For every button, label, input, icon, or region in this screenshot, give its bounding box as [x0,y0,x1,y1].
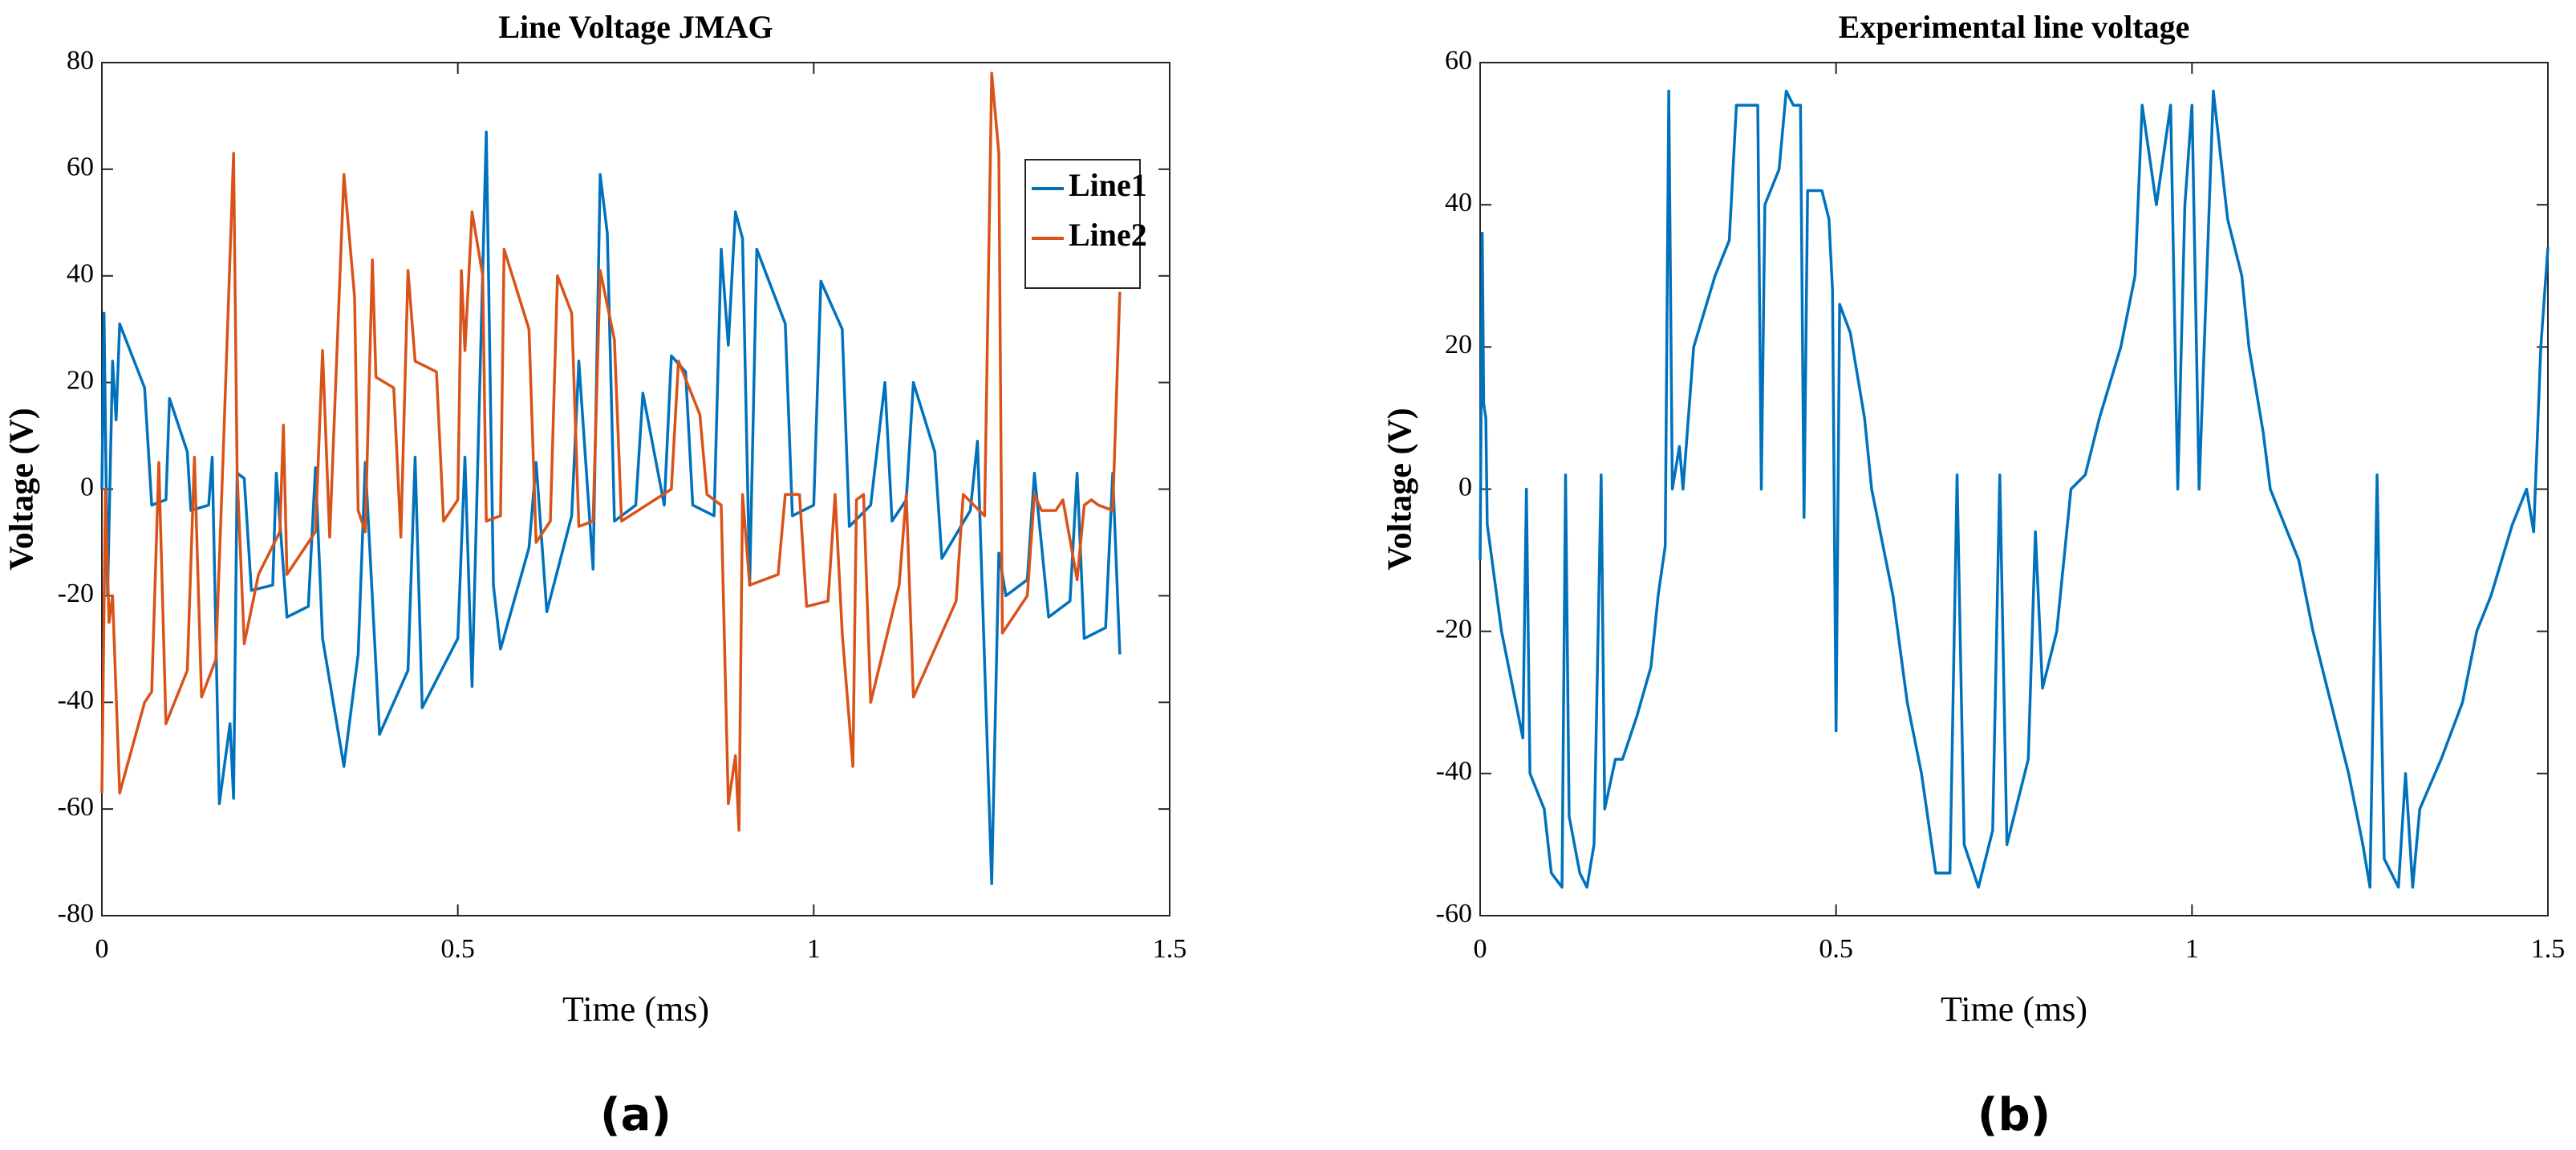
y-tick-label: 80 [67,46,94,75]
caption: (b) [1978,1089,2051,1141]
x-tick-label: 1.5 [1153,934,1187,964]
legend [1024,159,1141,289]
y-tick-label: 60 [67,152,94,182]
y-tick-label: 0 [80,472,94,502]
y-tick-label: -40 [1436,757,1472,786]
x-tick-label: 1 [807,934,821,964]
x-tick-label: 0.5 [1819,934,1853,964]
y-tick-label: 20 [67,365,94,395]
x-tick-label: 0 [1474,934,1487,964]
caption: (a) [600,1089,671,1141]
y-tick-label: -20 [58,579,94,608]
y-tick-label: 40 [67,259,94,289]
series-line [1479,89,2550,889]
legend-label: Line2 [1069,217,1147,253]
y-axis-label: Voltage (V) [1382,408,1419,571]
y-tick-label: 20 [1445,330,1472,360]
y-tick-label: 60 [1445,46,1472,75]
chart-title: Experimental line voltage [1839,9,2190,45]
series-line [100,71,1122,832]
series-line [100,130,1122,885]
plot-area [1479,62,2549,916]
x-tick-label: 0 [95,934,109,964]
x-tick-label: 1 [2185,934,2199,964]
y-tick-label: -80 [58,899,94,929]
x-tick-label: 0.5 [440,934,475,964]
chart-title: Line Voltage JMAG [498,9,773,45]
x-axis-label: Time (ms) [1941,989,2087,1029]
y-tick-label: -40 [58,685,94,715]
y-axis-label: Voltage (V) [4,408,41,571]
y-tick-label: -60 [1436,899,1472,929]
y-tick-label: 40 [1445,188,1472,217]
y-tick-label: -60 [58,792,94,822]
x-axis-label: Time (ms) [562,989,709,1029]
legend-label: Line1 [1069,167,1147,203]
x-tick-label: 1.5 [2531,934,2566,964]
y-tick-label: 0 [1458,472,1472,502]
y-tick-label: -20 [1436,614,1472,644]
